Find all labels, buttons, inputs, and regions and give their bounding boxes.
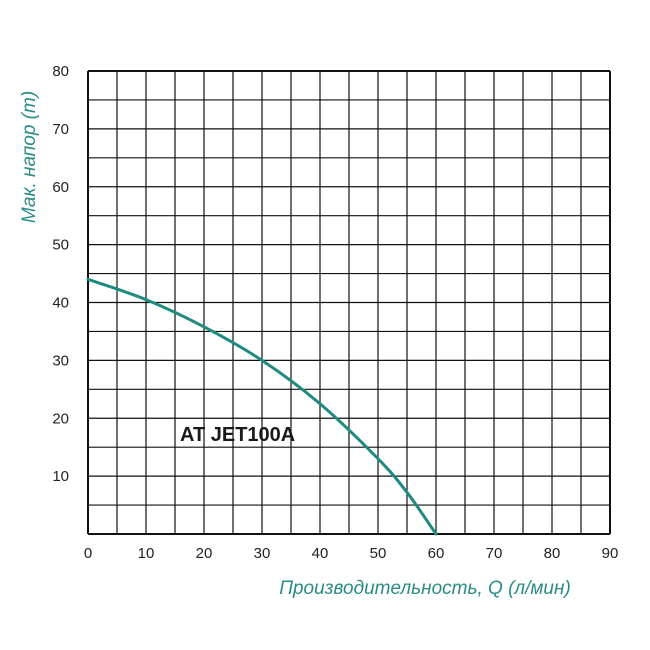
y-tick-label: 30 bbox=[52, 352, 69, 369]
y-tick-label: 50 bbox=[52, 237, 69, 254]
y-axis-ticks: 10 20 30 40 50 60 70 80 bbox=[52, 63, 69, 485]
y-tick-label: 60 bbox=[52, 179, 69, 196]
x-tick-label: 50 bbox=[370, 545, 387, 562]
x-axis-ticks: 0 10 20 30 40 50 60 70 80 90 bbox=[84, 545, 619, 562]
x-axis-title: Производительность, Q (л/мин) bbox=[279, 578, 571, 599]
series-label: AT JET100A bbox=[180, 424, 295, 446]
x-tick-label: 90 bbox=[602, 545, 619, 562]
series-line bbox=[86, 277, 438, 536]
y-axis-title: Мак. напор (m) bbox=[19, 91, 40, 223]
x-tick-label: 30 bbox=[254, 545, 271, 562]
x-tick-label: 40 bbox=[312, 545, 329, 562]
x-tick-label: 20 bbox=[196, 545, 213, 562]
x-tick-label: 60 bbox=[428, 545, 445, 562]
curve-layer bbox=[86, 277, 438, 536]
y-tick-label: 70 bbox=[52, 121, 69, 138]
x-tick-label: 10 bbox=[138, 545, 155, 562]
grid bbox=[87, 70, 611, 535]
y-tick-label: 80 bbox=[52, 63, 69, 80]
y-tick-label: 20 bbox=[52, 410, 69, 427]
y-tick-label: 40 bbox=[52, 295, 69, 312]
y-tick-label: 10 bbox=[52, 468, 69, 485]
x-tick-label: 0 bbox=[84, 545, 92, 562]
x-tick-label: 70 bbox=[486, 545, 503, 562]
x-tick-label: 80 bbox=[544, 545, 561, 562]
